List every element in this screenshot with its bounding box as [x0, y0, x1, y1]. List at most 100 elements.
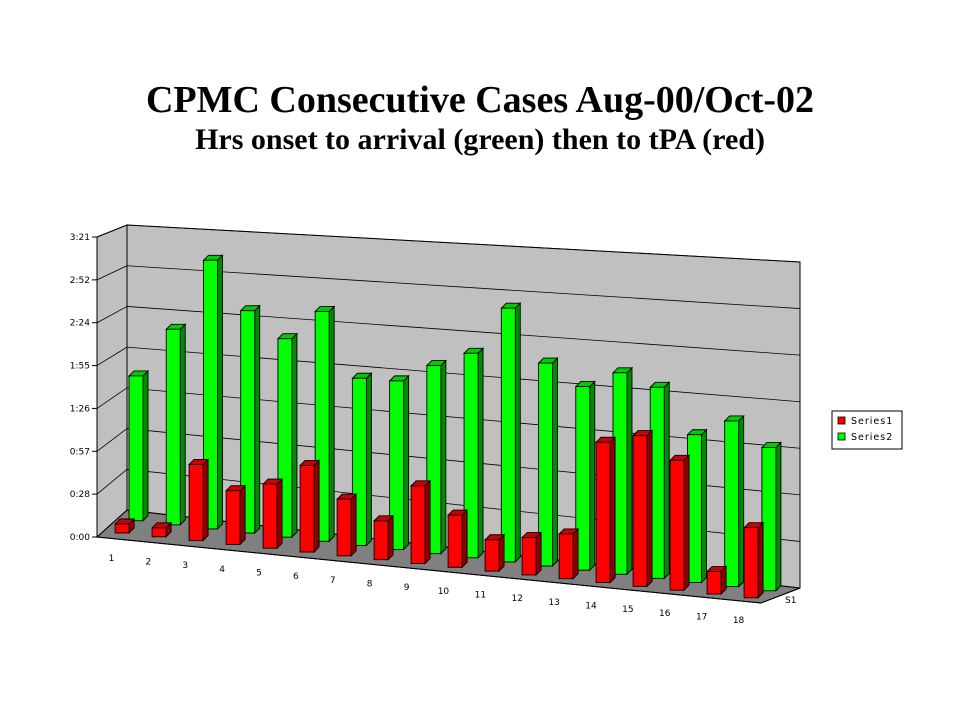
bar-series1-14-side: [609, 436, 616, 584]
bar-series1-3-side: [202, 458, 209, 542]
bar-series2-5-side: [291, 332, 298, 539]
bar-series1-16: [668, 454, 691, 592]
bar-series1-7: [336, 493, 358, 557]
y-tick-label: 2:52: [70, 276, 90, 286]
bar-series2-2-side: [179, 323, 186, 526]
bar-series2-18-front: [761, 447, 777, 592]
bar-series1-3: [188, 458, 210, 542]
bar-series2-16: [686, 428, 708, 584]
bar-series1-5: [262, 477, 284, 550]
bar-series1-8-side: [387, 514, 394, 561]
bar-series2-1-side: [142, 369, 149, 522]
bar-series2-14-side: [626, 366, 633, 576]
depth-tick-label: S1: [785, 596, 796, 606]
bar-series1-11-front: [484, 539, 500, 572]
y-tick-label: 0:00: [70, 533, 90, 543]
bar-series2-4: [239, 304, 261, 535]
bar-series1-16-side: [683, 454, 690, 592]
bar-series1-8-front: [373, 520, 389, 561]
bar-series1-12-front: [521, 537, 537, 576]
bar-series2-11: [500, 302, 522, 563]
bar-series1-4-front: [225, 490, 241, 545]
bar-series2-11-front: [500, 307, 516, 563]
bar-series1-10-side: [461, 508, 468, 569]
depth-axis-line: [760, 587, 801, 604]
gridline-back: [126, 224, 801, 263]
bar-series2-12-side: [552, 356, 558, 568]
bar-series2-16-side: [700, 428, 707, 584]
bar-series2-12-front: [538, 362, 553, 567]
bar-series2-8-side: [403, 374, 410, 551]
bar-series1-9-front: [410, 485, 426, 564]
x-tick-label: 9: [404, 583, 410, 593]
legend-label-1: Series1: [851, 416, 893, 427]
bar-series1-11-side: [498, 533, 505, 573]
bar-series2-17-front: [724, 420, 740, 588]
x-tick-label: 17: [696, 613, 707, 623]
bar-series1-18: [742, 521, 765, 599]
bar-series1-6-front: [299, 465, 315, 553]
gridline-back: [126, 265, 801, 309]
bar-series2-17: [723, 414, 745, 588]
bar-series2-8: [388, 374, 410, 551]
bar-series2-4-front: [240, 310, 256, 534]
x-tick-label: 8: [367, 580, 373, 590]
y-tick-label: 2:24: [70, 319, 90, 329]
legend-swatch-1: [837, 416, 846, 425]
x-tick-label: 4: [219, 565, 225, 575]
y-axis: 0:00 0:28 0:57 1:26 1:55 2:24 2:52 3:21: [70, 233, 98, 543]
bar-series2-14: [611, 366, 634, 576]
x-tick-label: 7: [330, 576, 336, 586]
y-tick-label: 0:28: [70, 490, 90, 500]
x-axis-line: [96, 536, 762, 604]
legend-swatch-2: [837, 432, 846, 441]
bar-series1-17: [705, 565, 728, 596]
bar-series1-13-front: [558, 533, 574, 580]
bar-series1-4: [225, 484, 247, 546]
gridline-side: [96, 387, 128, 409]
bar-series1-3-front: [188, 464, 204, 542]
bar-series1-4-side: [239, 484, 246, 546]
bar-series1-14-front: [595, 441, 611, 583]
x-tick-label: 16: [659, 609, 671, 619]
bar-series1-1: [114, 517, 136, 535]
chart-bars: [114, 254, 782, 599]
bar-series1-11: [484, 533, 506, 573]
y-tick-label: 0:57: [70, 447, 90, 457]
legend-label-2: Series2: [851, 432, 893, 443]
bar-series2-2: [165, 323, 187, 526]
bar-series1-18-side: [757, 521, 764, 599]
y-tick-label: 1:55: [70, 362, 90, 372]
gridline-back: [126, 346, 801, 403]
x-tick-label: 12: [511, 594, 522, 604]
bar-series1-17-front: [706, 571, 722, 595]
bar-series2-7-side: [365, 372, 372, 547]
bar-series2-1-front: [128, 375, 144, 522]
bar-series2-6-side: [328, 305, 335, 543]
chart-subtitle: Hrs onset to arrival (green) then to tPA…: [195, 123, 765, 156]
bar-series2-16-front: [686, 434, 702, 583]
bar-series2-9-side: [440, 359, 447, 555]
x-tick-label: 11: [475, 591, 486, 601]
bar-series1-12-side: [535, 531, 542, 576]
gridline-side: [96, 346, 128, 366]
bar-series1-15: [631, 429, 654, 588]
bar-series2-17-side: [738, 414, 745, 588]
bar-series1-6: [299, 459, 321, 554]
x-tick-label: 1: [109, 554, 115, 564]
chart-legend: Series1 Series2: [831, 410, 903, 450]
bar-series1-13: [557, 527, 580, 580]
bar-series2-12: [537, 356, 559, 568]
slide-title: CPMC Consecutive Cases Aug-00/Oct-02 Hrs…: [0, 78, 960, 158]
gridline-side: [96, 468, 128, 495]
bar-series2-4-side: [254, 304, 261, 535]
bar-series1-1-front: [114, 523, 130, 534]
bar-series1-16-front: [669, 459, 685, 591]
bar-series1-8: [373, 514, 395, 561]
x-tick-label: 5: [256, 569, 262, 579]
bar-series1-10-front: [447, 514, 463, 568]
bar-series1-13-side: [572, 527, 579, 580]
bar-series2-13: [574, 380, 596, 572]
x-tick-label: 18: [733, 616, 745, 626]
bar-series2-10: [462, 347, 485, 559]
